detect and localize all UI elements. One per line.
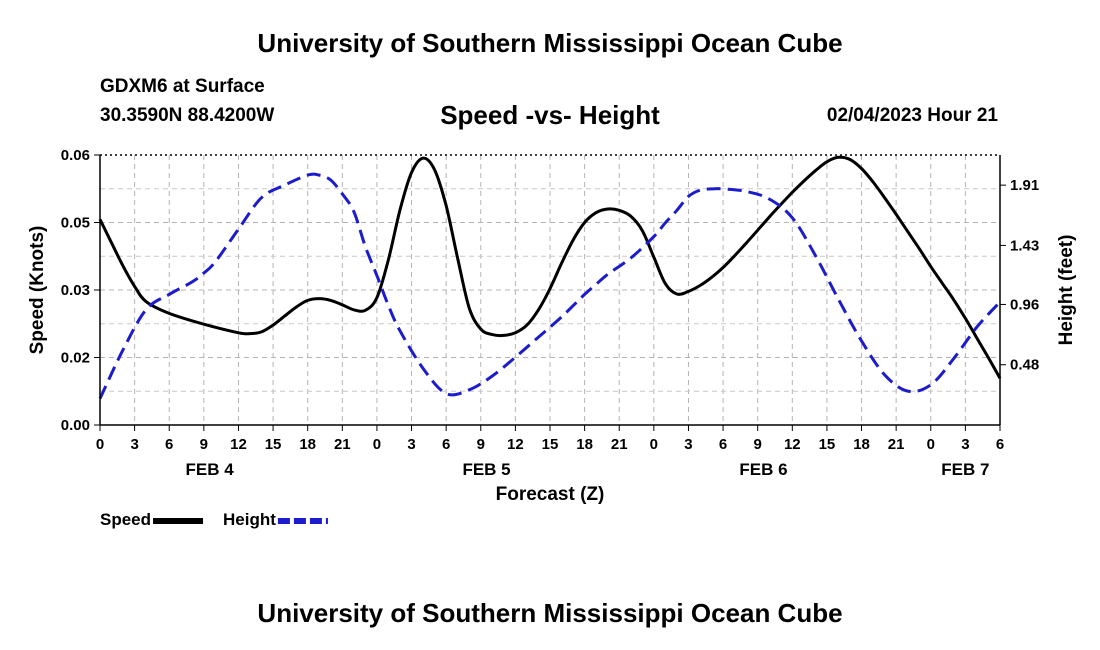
x-tick-label: 3: [684, 436, 692, 453]
series: [98, 155, 1002, 400]
y-left-tick-label: 0.03: [61, 282, 90, 299]
chart-subtitle: Speed -vs- Height: [440, 100, 660, 130]
x-tick-label: 12: [230, 436, 247, 453]
y-left-tick-label: 0.00: [61, 417, 90, 434]
x-tick-label: 9: [200, 436, 208, 453]
main-title: University of Southern Mississippi Ocean…: [257, 28, 843, 58]
legend: Speed Height: [100, 510, 328, 529]
x-tick-label: 0: [96, 436, 104, 453]
legend-label-height: Height: [223, 510, 276, 529]
series-line-speed: [98, 155, 1002, 379]
y-left-tick-label: 0.02: [61, 350, 90, 367]
y-left-tick-label: 0.05: [61, 215, 90, 232]
y-axis-right-label: Height (feet): [1056, 235, 1077, 346]
station-label: GDXM6 at Surface: [100, 76, 265, 97]
x-tick-label: 3: [130, 436, 138, 453]
x-tick-label: 0: [650, 436, 658, 453]
x-tick-label: 12: [784, 436, 801, 453]
x-tick-label: 0: [373, 436, 381, 453]
x-tick-label: 9: [477, 436, 485, 453]
x-tick-label: 21: [611, 436, 628, 453]
x-tick-label: 3: [961, 436, 969, 453]
datetime-label: 02/04/2023 Hour 21: [826, 105, 998, 126]
x-date-label: FEB 4: [186, 460, 235, 479]
x-tick-label: 12: [507, 436, 524, 453]
x-tick-label: 15: [542, 436, 559, 453]
x-tick-label: 6: [996, 436, 1004, 453]
x-tick-label: 3: [407, 436, 415, 453]
x-tick-label: 21: [334, 436, 351, 453]
y-right-tick-label: 1.43: [1010, 237, 1039, 254]
x-tick-label: 15: [265, 436, 282, 453]
x-tick-label: 15: [819, 436, 836, 453]
x-tick-label: 6: [442, 436, 450, 453]
x-axis-label: Forecast (Z): [496, 484, 605, 505]
y-right-tick-label: 0.48: [1010, 357, 1039, 374]
x-tick-label: 9: [754, 436, 762, 453]
legend-label-speed: Speed: [100, 510, 151, 529]
x-tick-label: 18: [299, 436, 316, 453]
series-line-height: [98, 172, 1002, 400]
x-axis: 0 3 6 9 12 15 18 21 0 3 6 9 12 15 18 21 0 3 6 9 12 15 18 21 0 3 6F…: [96, 425, 1004, 479]
y-axis-left: 0.00 0.02 0.03 0.05 0.06: [61, 147, 100, 434]
y-right-tick-label: 0.96: [1010, 296, 1039, 313]
y-axis-left-label: Speed (Knots): [27, 226, 48, 355]
x-date-label: FEB 6: [739, 460, 787, 479]
footer-title: University of Southern Mississippi Ocean…: [257, 598, 843, 628]
x-tick-label: 21: [888, 436, 905, 453]
y-left-tick-label: 0.06: [61, 147, 90, 164]
x-date-label: FEB 5: [462, 460, 510, 479]
x-tick-label: 6: [165, 436, 173, 453]
x-date-label: FEB 7: [941, 460, 989, 479]
y-axis-right: 0.48 0.96 1.43 1.91: [1000, 177, 1039, 374]
x-tick-label: 18: [576, 436, 593, 453]
y-right-tick-label: 1.91: [1010, 177, 1039, 194]
grid: [100, 155, 1000, 425]
x-tick-label: 6: [719, 436, 727, 453]
coordinates-label: 30.3590N 88.4200W: [100, 105, 275, 126]
x-tick-label: 18: [853, 436, 870, 453]
x-tick-label: 0: [927, 436, 935, 453]
